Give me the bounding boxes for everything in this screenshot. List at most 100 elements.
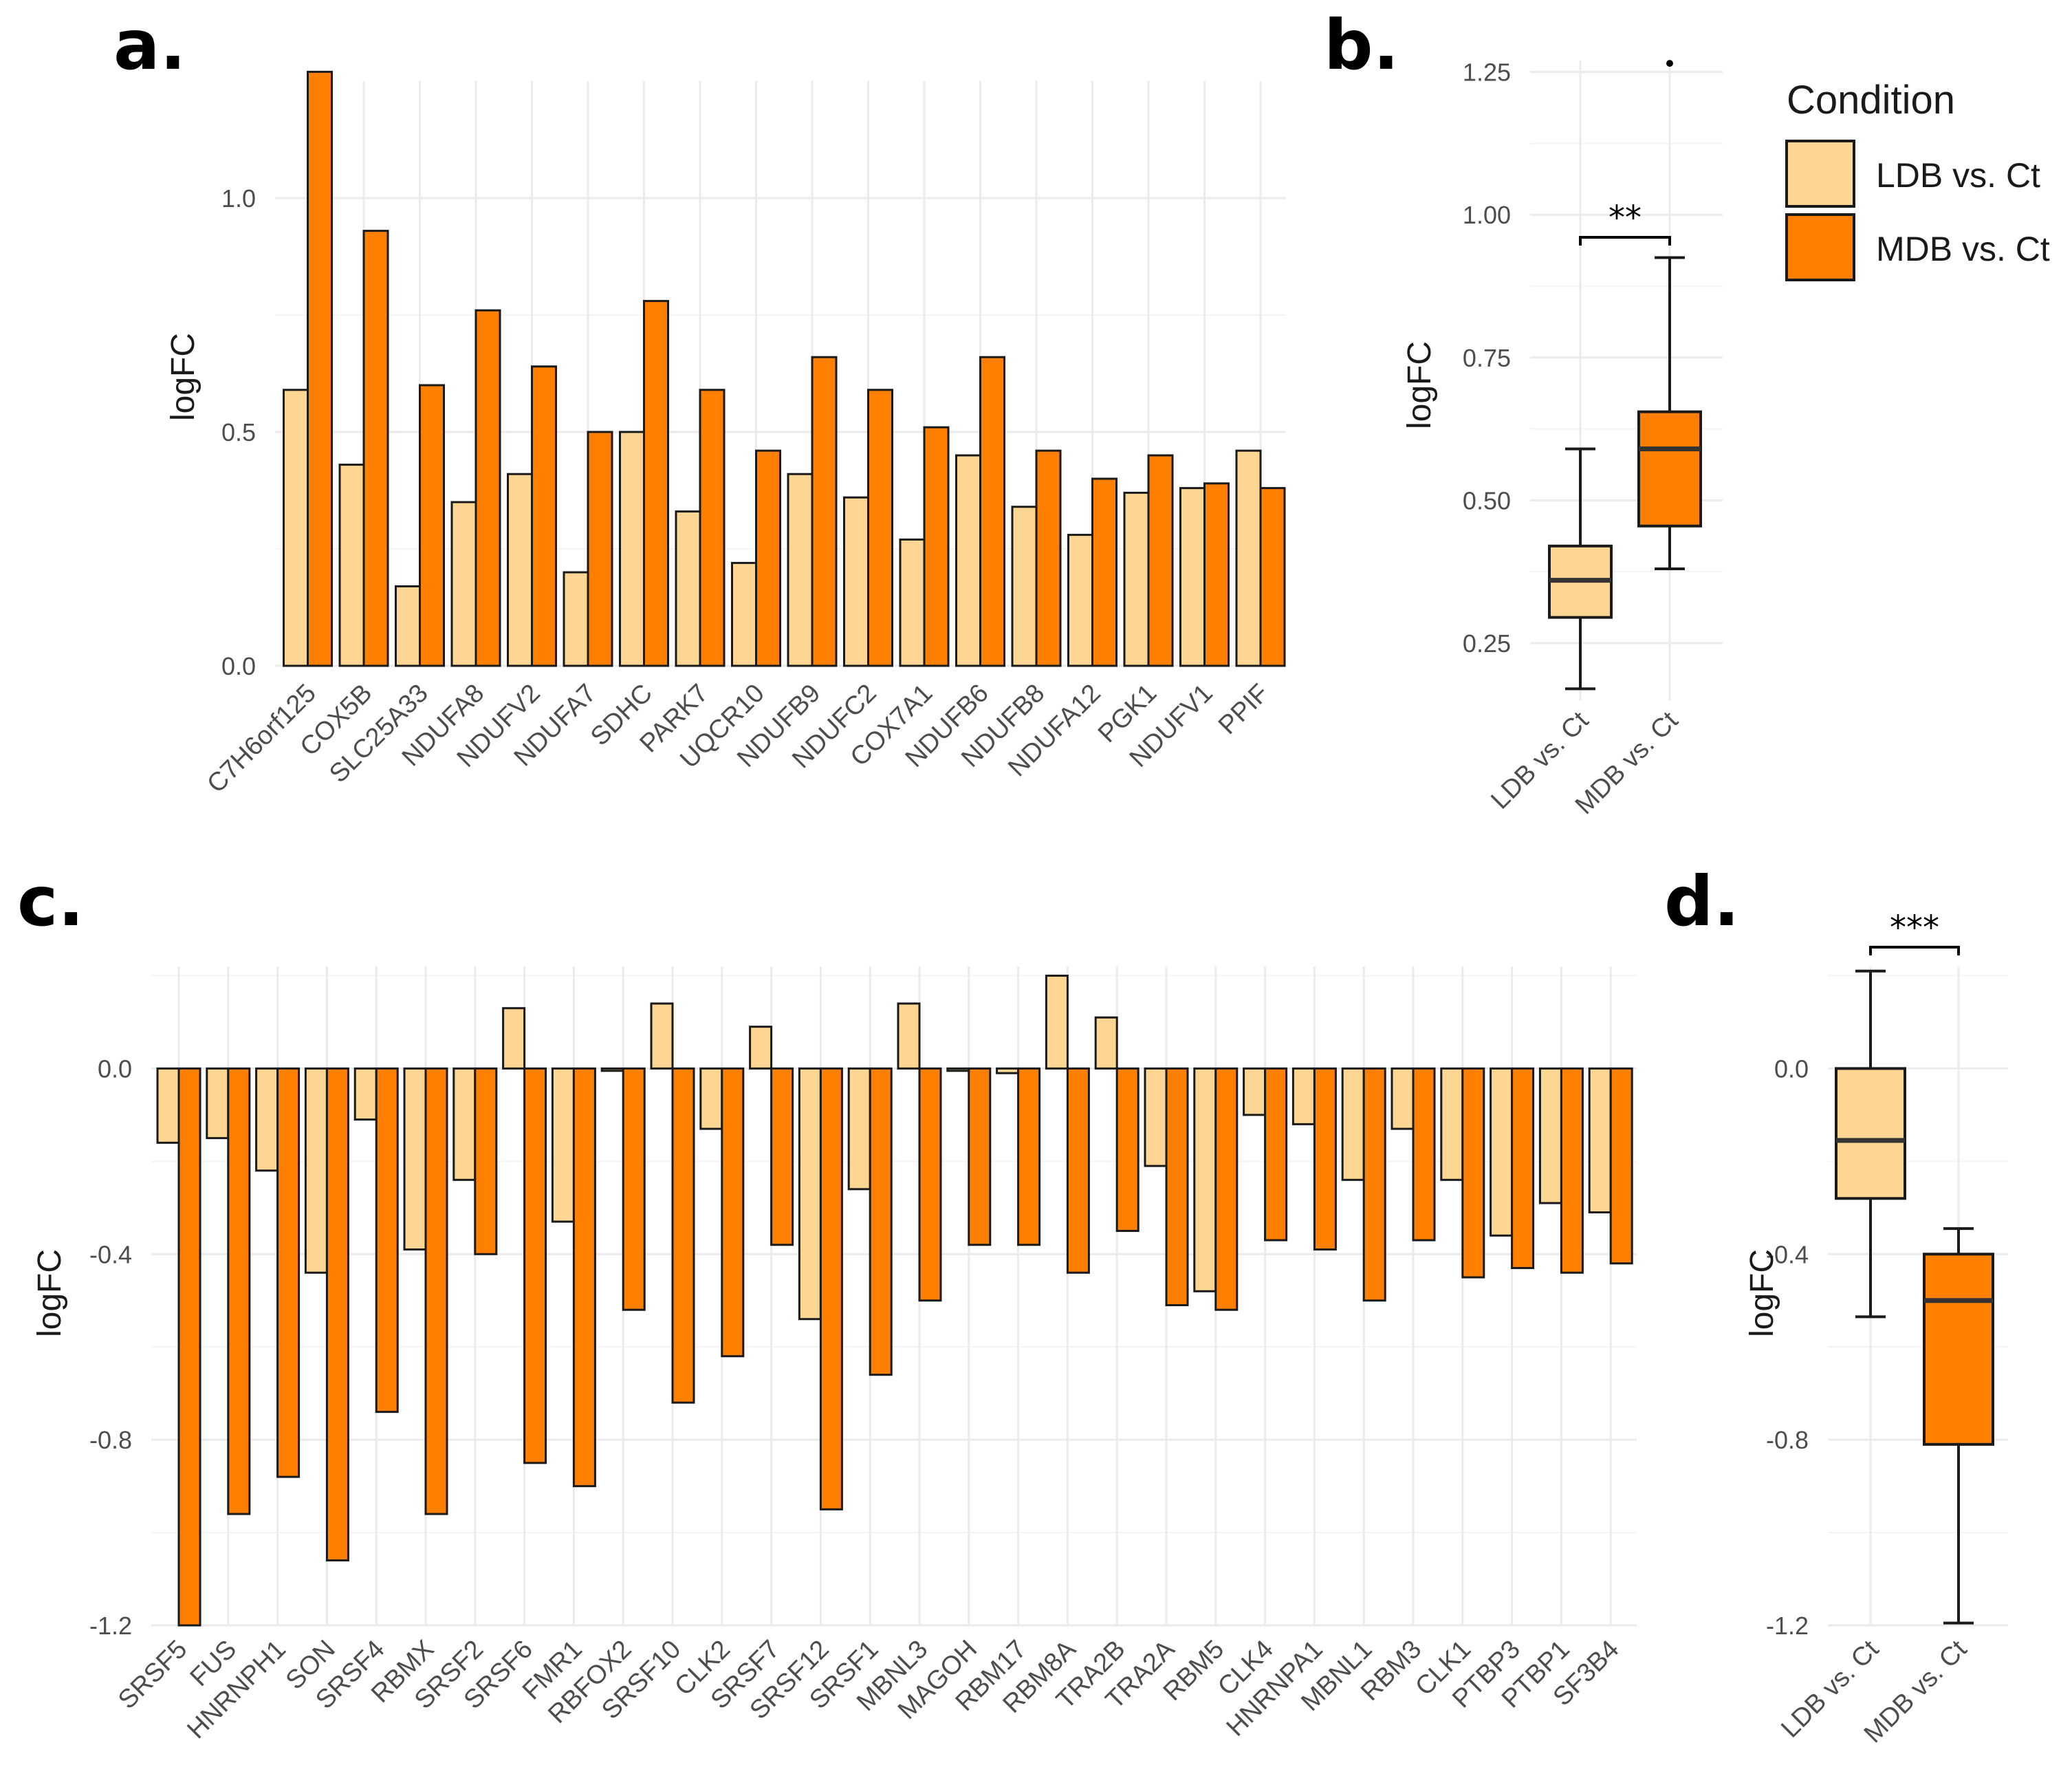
pa-y-tick-0-5: 0.5 [221,418,256,446]
pa-bar-slc25a33-mdb [419,384,445,667]
pd-y-tick-1-2: -1.2 [1766,1612,1809,1640]
pa-bar-ndufv2-mdb [531,365,557,667]
pc-bar-hnrnph1-ldb [255,1067,279,1172]
panel-d-bracket-line [1869,946,1960,955]
pc-bar-rbm5-mdb [1214,1067,1239,1311]
pc-bar-rbfox2-ldb [600,1067,624,1072]
panel-c-y-axis-title: logFC [32,1249,68,1337]
pc-bar-rbmx-mdb [424,1067,448,1515]
pb-y-tick-1-00: 1.00 [1463,201,1511,229]
pd-y-tick-0-8: -0.8 [1766,1426,1809,1454]
pc-bar-srsf10-ldb [650,1002,674,1070]
pc-bar-srsf12-mdb [819,1067,843,1510]
pc-bar-srsf4-mdb [375,1067,399,1414]
legend-label-ldb: LDB vs. Ct [1876,156,2040,195]
pc-bar-tra2b-mdb [1115,1067,1139,1233]
panel-a-x-ticks: C7H6orf125COX5BSLC25A33NDUFA8NDUFV2NDUFA… [201,679,1274,799]
pc-bar-fus-ldb [206,1067,230,1140]
pc-bar-son-mdb [325,1067,349,1562]
pc-bar-mbnl1-mdb [1362,1067,1386,1302]
panel-c-y-ticks: -1.2 -0.8 -0.4 0.0 [89,1054,132,1640]
legend-swatch-mdb [1785,213,1855,281]
pc-bar-rbfox2-mdb [622,1067,646,1311]
pa-bar-ndufb8-mdb [1035,449,1062,667]
pc-bar-clk2-ldb [699,1067,723,1130]
pc-bar-srsf10-mdb [671,1067,695,1404]
pc-bar-ptbp3-mdb [1511,1067,1535,1270]
panel-a-bar-chart: a. 0.0 0.5 1.0 C7H6orf125COX5BSLC25A33NDUF… [113,5,1286,799]
pc-bar-rbm3-mdb [1412,1067,1436,1242]
panel-b-bracket-line [1579,236,1671,246]
pb-y-tick-0-25: 0.25 [1463,629,1511,658]
pc-bar-rbm3-ldb [1391,1067,1415,1130]
pc-bar-ptbp3-ldb [1490,1067,1514,1237]
pa-bar-park7-mdb [699,389,726,667]
pa-bar-ndufb6-ldb [955,454,981,667]
legend-label-mdb: MDB vs. Ct [1876,230,2050,268]
pc-bar-srsf1-ldb [847,1067,871,1191]
pa-bar-sdhc-mdb [643,300,669,667]
pc-y-tick-0-0: 0.0 [98,1054,132,1083]
panel-d-y-ticks: -1.2 -0.8 -0.4 0.0 [1766,1054,1809,1640]
legend-swatch-ldb [1785,140,1855,208]
pb-y-tick-0-50: 0.50 [1463,486,1511,515]
pc-bar-clk4-ldb [1243,1067,1267,1116]
pb-y-tick-1-25: 1.25 [1463,58,1511,87]
pa-bar-ndufb6-mdb [979,356,1005,667]
pc-bar-srsf2-mdb [474,1067,498,1255]
panel-c-x-ticks: SRSF5FUSHNRNPH1SONSRSF4RBMXSRSF2SRSF6FMR… [113,1634,1625,1744]
panel-b-significance-bracket: ** [1579,199,1671,246]
pc-bar-mbnl3-ldb [897,1002,921,1070]
pa-bar-pgk1-ldb [1123,491,1150,667]
pd-box-mdb [1923,1253,1994,1446]
pa-bar-pgk1-mdb [1147,454,1174,667]
panel-b-significance-label: ** [1608,199,1642,237]
pa-bar-ppif-ldb [1235,449,1262,667]
pc-bar-rbmx-ldb [403,1067,427,1251]
pc-bar-rbm5-ldb [1193,1067,1217,1292]
pa-bar-park7-ldb [675,510,701,667]
pc-bar-srsf7-ldb [749,1026,773,1070]
pc-bar-fus-mdb [227,1067,251,1515]
pa-bar-ndufb9-mdb [811,356,838,667]
pa-bar-ndufc2-ldb [843,496,869,667]
pc-bar-srsf12-ldb [798,1067,822,1321]
panel-letter-a: a. [113,5,186,85]
pa-y-tick-1-0: 1.0 [221,184,256,213]
pb-outlier-mdb [1666,60,1673,67]
pa-bar-ndufa7-mdb [587,431,613,667]
pc-bar-magoh-mdb [968,1067,992,1246]
panel-b-y-axis-title: logFC [1402,341,1438,429]
pc-bar-srsf6-mdb [523,1067,547,1464]
pa-x-tick-ppif: PPIF [1213,679,1274,740]
pc-bar-srsf5-ldb [156,1067,180,1144]
pc-y-tick-0-4: -0.4 [89,1240,132,1268]
pa-bar-c7h6orf125-ldb [283,389,309,667]
pc-bar-mbnl3-mdb [918,1067,942,1302]
pc-bar-rbm17-mdb [1017,1067,1041,1246]
pa-bar-ndufa7-ldb [563,571,589,667]
pd-y-tick-0-4: -0.4 [1766,1240,1809,1268]
pc-bar-mbnl1-ldb [1341,1067,1365,1181]
panel-c-bars [156,974,1633,1627]
pa-bar-ndufb9-ldb [787,473,814,667]
pc-bar-ptbp1-mdb [1560,1067,1584,1274]
pc-bar-clk1-ldb [1440,1067,1464,1181]
pa-bar-slc25a33-ldb [395,585,421,667]
pc-x-tick-srsf5: SRSF5 [113,1635,193,1715]
pa-bar-ndufc2-mdb [867,389,893,667]
pa-bar-c7h6orf125-mdb [307,70,333,667]
panel-c-gridlines [151,966,1637,1627]
pa-bar-ndufb8-ldb [1011,506,1038,667]
panel-b-boxes [1548,60,1702,691]
pc-bar-clk4-mdb [1264,1067,1288,1242]
pa-bar-ndufa8-ldb [450,501,477,667]
pa-bar-ndufa12-ldb [1067,534,1093,667]
pc-bar-srsf4-ldb [353,1067,378,1121]
panel-b-y-ticks: 0.25 0.50 0.75 1.00 1.25 [1463,58,1511,658]
pc-bar-fmr1-ldb [551,1067,575,1223]
pc-bar-clk2-mdb [721,1067,745,1358]
